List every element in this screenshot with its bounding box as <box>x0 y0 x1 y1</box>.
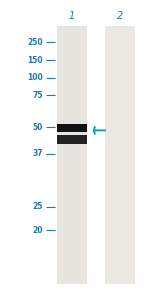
Text: 50: 50 <box>32 123 43 132</box>
Text: 75: 75 <box>32 91 43 100</box>
Text: 100: 100 <box>27 73 43 82</box>
Text: 150: 150 <box>27 56 43 64</box>
Text: 1: 1 <box>69 11 75 21</box>
Bar <box>57 124 87 132</box>
Bar <box>105 26 135 284</box>
Text: 25: 25 <box>32 202 43 211</box>
Bar <box>57 135 87 144</box>
Text: 250: 250 <box>27 38 43 47</box>
Text: 2: 2 <box>117 11 123 21</box>
Text: 37: 37 <box>32 149 43 158</box>
Bar <box>57 26 87 284</box>
Text: 20: 20 <box>32 226 43 234</box>
